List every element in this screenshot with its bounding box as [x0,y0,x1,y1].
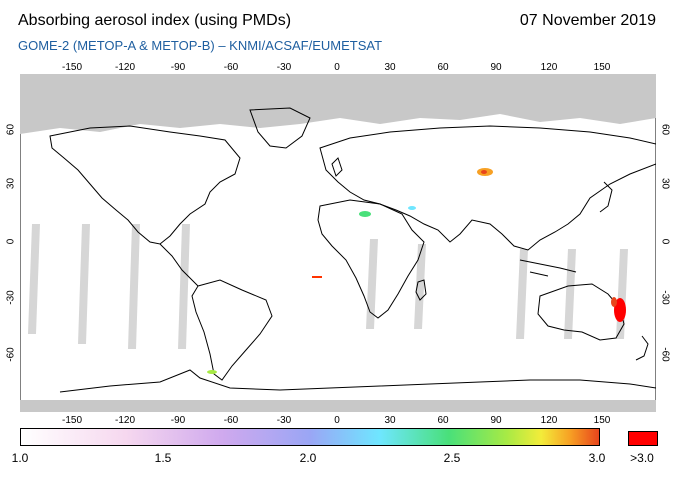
coast-north-america [49,125,241,245]
lat-tick-left: -30 [5,290,17,305]
world-map [20,74,656,412]
plume-sahel [359,211,371,217]
lat-tick-right: 0 [659,238,671,245]
lat-tick-left: 0 [5,238,17,245]
lon-tick-top: -120 [114,62,135,73]
lon-tick-bottom: -150 [61,415,82,426]
orbit-gaps [28,224,628,349]
plume-saudi [408,206,416,210]
coast-greenland [249,107,311,149]
lat-tick-left: 30 [5,177,17,190]
lon-tick-bottom: 60 [437,415,449,426]
colorbar-over-swatch [628,431,658,446]
coast-africa [317,199,425,319]
colorbar-label: 2.0 [299,451,317,465]
lon-tick-top: 0 [334,62,340,73]
coast-indonesia [519,259,577,277]
lon-tick-bottom: -30 [276,415,292,426]
plume-australia [614,298,626,322]
lon-tick-top: 30 [384,62,396,73]
lat-tick-left: -60 [5,347,17,362]
coast-japan [599,181,613,213]
colorbar [20,428,600,446]
coast-australia [537,283,625,341]
aerosol-plumes [207,168,626,374]
coast-uk [331,157,343,177]
coast-central-america [159,243,199,287]
coast-south-america [191,279,273,381]
lon-tick-top: 120 [540,62,558,73]
lat-tick-left: 60 [5,123,17,136]
no-data-antarctic [20,400,656,412]
lat-tick-right: 60 [659,123,671,136]
plume-india-core [481,170,487,174]
colorbar-label: 1.5 [154,451,172,465]
lon-tick-top: -90 [170,62,186,73]
lat-tick-right: -30 [659,290,671,305]
lon-tick-bottom: 150 [593,415,611,426]
plume-south-atlantic [312,276,322,278]
map-subtitle: GOME-2 (METOP-A & METOP-B) – KNMI/ACSAF/… [18,38,383,53]
lon-tick-bottom: -120 [114,415,135,426]
plume-australia-edge [611,297,617,307]
lon-tick-top: 90 [490,62,502,73]
lon-tick-bottom: -90 [170,415,186,426]
lon-tick-bottom: 0 [334,415,340,426]
lon-tick-top: -30 [276,62,292,73]
lon-tick-bottom: 90 [490,415,502,426]
map-frame [20,74,656,412]
coast-antarctica [59,369,656,393]
lon-tick-bottom: 30 [384,415,396,426]
colorbar-label: 3.0 [588,451,606,465]
no-data-arctic [20,74,656,134]
coast-new-zealand [635,335,649,361]
map-date: 07 November 2019 [519,12,656,29]
lon-tick-top: 150 [593,62,611,73]
colorbar-over-label: >3.0 [630,451,654,465]
lat-tick-right: 30 [659,177,671,190]
lon-tick-bottom: -60 [223,415,239,426]
plume-antarctic-peninsula [207,370,217,374]
lon-tick-top: -150 [61,62,82,73]
lat-tick-right: -60 [659,347,671,362]
coastlines [49,107,656,393]
lon-tick-bottom: 120 [540,415,558,426]
lon-tick-top: -60 [223,62,239,73]
colorbar-label: 1.0 [11,451,29,465]
coast-eurasia [319,125,656,251]
coast-madagascar [415,279,427,301]
lon-tick-top: 60 [437,62,449,73]
map-title: Absorbing aerosol index (using PMDs) [18,12,292,29]
colorbar-label: 2.5 [443,451,461,465]
